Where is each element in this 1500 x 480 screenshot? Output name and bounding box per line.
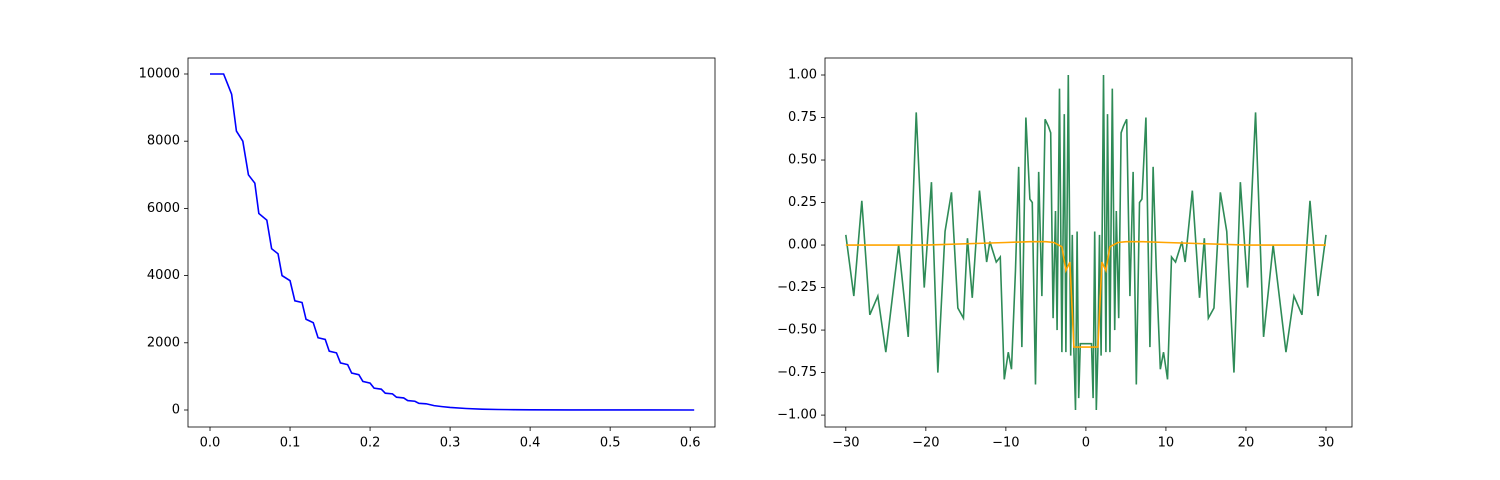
y-tick-label: 6000	[147, 201, 180, 216]
x-tick-label: 0	[1082, 436, 1090, 451]
x-tick-label: 0.1	[280, 436, 301, 451]
x-tick-label: 0.5	[600, 436, 621, 451]
y-tick-label: −0.50	[777, 323, 817, 338]
x-tick-label: 0.3	[440, 436, 461, 451]
x-tick-label: −30	[832, 436, 859, 451]
y-tick-label: 0.75	[788, 110, 817, 125]
axes-frame	[187, 57, 716, 428]
y-tick-label: 1.00	[788, 68, 817, 83]
data-line	[845, 74, 1327, 411]
axes-frame	[824, 57, 1353, 428]
y-tick-label: −0.25	[777, 280, 817, 295]
y-tick-label: 8000	[147, 134, 180, 149]
data-line	[210, 73, 695, 411]
y-tick-label: 2000	[147, 335, 180, 350]
x-tick-label: 0.4	[520, 436, 541, 451]
x-tick-label: −10	[992, 436, 1019, 451]
x-tick-label: −20	[912, 436, 939, 451]
x-tick-label: 10	[1158, 436, 1175, 451]
y-tick-label: 10000	[139, 66, 180, 81]
x-tick-label: 0.6	[680, 436, 701, 451]
x-tick-label: 0.2	[360, 436, 381, 451]
y-tick-label: −0.75	[777, 365, 817, 380]
y-tick-label: 4000	[147, 268, 180, 283]
x-tick-label: 0.0	[200, 436, 221, 451]
y-tick-label: −1.00	[777, 408, 817, 423]
y-tick-label: 0.50	[788, 153, 817, 168]
x-tick-label: 30	[1318, 436, 1335, 451]
data-line	[845, 240, 1326, 348]
y-tick-label: 0.25	[788, 195, 817, 210]
x-tick-label: 20	[1238, 436, 1255, 451]
y-tick-label: 0.00	[788, 238, 817, 253]
y-tick-label: 0	[172, 402, 180, 417]
